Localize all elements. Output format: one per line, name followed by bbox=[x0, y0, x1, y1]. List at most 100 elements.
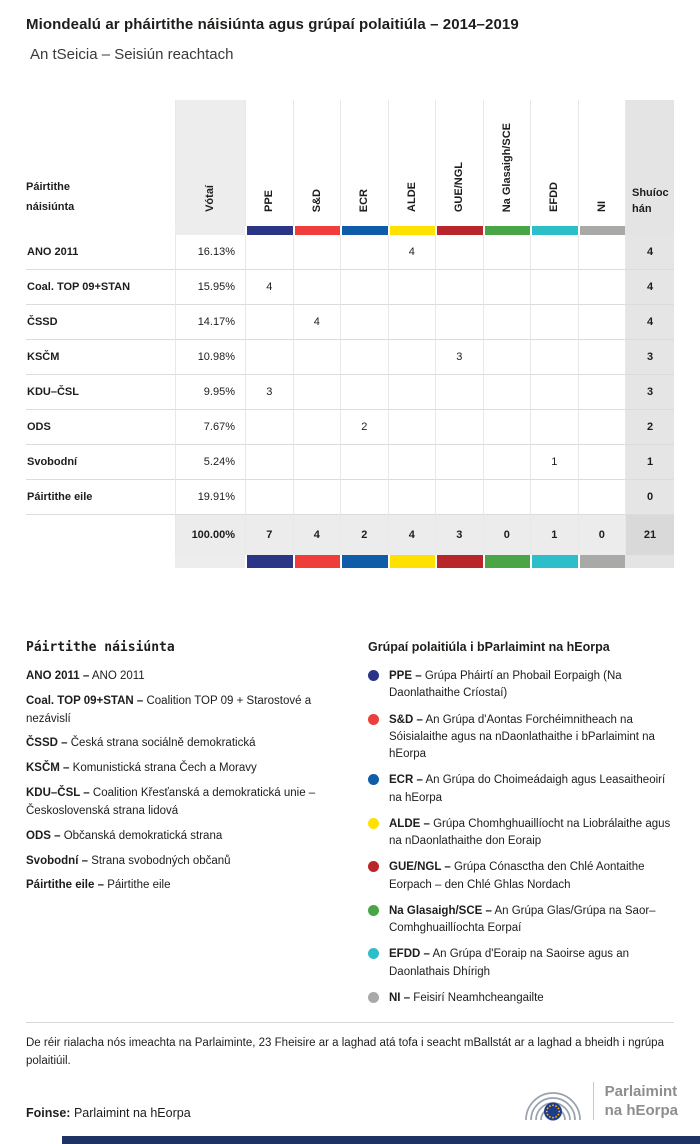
row-total-seats-cell: 4 bbox=[625, 235, 674, 270]
seat-count-cell bbox=[340, 375, 388, 410]
votes-bar-cell bbox=[175, 555, 245, 568]
group-legend-item: ECR – An Grúpa do Choimeádaigh agus Leas… bbox=[368, 772, 676, 807]
seat-count-cell bbox=[482, 445, 530, 480]
seat-count-cell: 4 bbox=[245, 270, 293, 305]
seat-count-cell: 2 bbox=[340, 410, 388, 445]
seat-count-cell: 3 bbox=[245, 375, 293, 410]
group-legend-item: GUE/NGL – Grúpa Cónasctha den Chlé Aonta… bbox=[368, 859, 676, 894]
seat-count-cell bbox=[387, 445, 435, 480]
group-header-ecr: ECR bbox=[340, 100, 388, 226]
seat-count-cell bbox=[530, 235, 578, 270]
group-header-guengl: GUE/NGL bbox=[435, 100, 483, 226]
seat-count-cell bbox=[340, 270, 388, 305]
total-group-cell: 4 bbox=[292, 515, 340, 555]
greens-color-bar bbox=[482, 226, 530, 235]
table-row: ANO 2011 16.13% 4 4 bbox=[26, 235, 674, 270]
table-header-row: Páirtithe náisiúnta Vótaí PPE S&D ECR AL… bbox=[26, 100, 674, 226]
seat-count-cell bbox=[292, 375, 340, 410]
seat-count-cell bbox=[387, 480, 435, 515]
seat-count-cell bbox=[387, 410, 435, 445]
seat-count-cell bbox=[435, 235, 483, 270]
row-total-seats-cell: 2 bbox=[625, 410, 674, 445]
seat-count-cell bbox=[435, 480, 483, 515]
group-color-bar-row bbox=[26, 226, 674, 235]
ecr-color-bar bbox=[340, 226, 388, 235]
votes-cell: 14.17% bbox=[175, 305, 245, 340]
alde-color-dot bbox=[368, 817, 379, 829]
total-group-cell: 1 bbox=[530, 515, 578, 555]
group-header-ppe: PPE bbox=[245, 100, 293, 226]
seat-count-cell bbox=[577, 235, 625, 270]
eu-flag-icon bbox=[543, 1102, 562, 1121]
seat-count-cell bbox=[292, 410, 340, 445]
seat-count-cell bbox=[292, 445, 340, 480]
party-legend-item: KSČM – Komunistická strana Čech a Moravy bbox=[26, 762, 257, 775]
seat-count-cell bbox=[387, 340, 435, 375]
total-group-cell: 3 bbox=[435, 515, 483, 555]
ppe-color-bar bbox=[245, 555, 293, 568]
logo-wordmark: Parlaimint na hEorpa bbox=[604, 1082, 678, 1120]
votes-bar-cell bbox=[175, 226, 245, 235]
efdd-color-bar bbox=[530, 555, 578, 568]
seat-count-cell bbox=[245, 305, 293, 340]
seat-count-cell bbox=[482, 410, 530, 445]
seat-count-cell bbox=[245, 445, 293, 480]
table-row: Svobodní 5.24% 1 1 bbox=[26, 445, 674, 480]
party-legend-item: Coal. TOP 09+STAN – Coalition TOP 09 + S… bbox=[26, 694, 312, 725]
group-legend-title: Grúpaí polaitiúla i bParlaimint na hEorp… bbox=[368, 640, 610, 654]
total-row: 100.00% 7 4 2 4 3 0 1 0 21 bbox=[26, 515, 674, 555]
spacer-cell bbox=[26, 555, 175, 568]
page-subtitle: An tSeicia – Seisiún reachtach bbox=[30, 46, 234, 63]
seat-count-cell bbox=[530, 305, 578, 340]
seat-count-cell bbox=[387, 270, 435, 305]
seat-count-cell bbox=[577, 270, 625, 305]
votes-cell: 16.13% bbox=[175, 235, 245, 270]
seat-count-cell: 3 bbox=[435, 340, 483, 375]
seat-count-cell bbox=[530, 480, 578, 515]
seat-count-cell bbox=[435, 305, 483, 340]
seat-count-cell: 4 bbox=[292, 305, 340, 340]
seat-count-cell bbox=[387, 305, 435, 340]
seats-bar-cell bbox=[625, 555, 674, 568]
seat-count-cell bbox=[577, 340, 625, 375]
table-row: KSČM 10.98% 3 3 bbox=[26, 340, 674, 375]
party-name-cell: ANO 2011 bbox=[26, 235, 175, 270]
group-legend-item: NI – Feisirí Neamhcheangailte bbox=[368, 990, 676, 1007]
total-votes-cell: 100.00% bbox=[175, 515, 245, 555]
row-total-seats-cell: 0 bbox=[625, 480, 674, 515]
party-legend-title: Páirtithe náisiúnta bbox=[26, 640, 175, 655]
seat-count-cell bbox=[340, 340, 388, 375]
alde-color-bar bbox=[387, 226, 435, 235]
group-color-bar-row-bottom bbox=[26, 555, 674, 568]
logo-divider bbox=[592, 1082, 594, 1120]
group-legend-item: ALDE – Grúpa Chomhghuaillíocht na Liobrá… bbox=[368, 816, 676, 851]
seat-count-cell bbox=[530, 375, 578, 410]
votes-cell: 9.95% bbox=[175, 375, 245, 410]
results-table: Páirtithe náisiúnta Vótaí PPE S&D ECR AL… bbox=[26, 100, 674, 568]
party-legend-item: KDU–ČSL – Coalition Křesťanská a demokra… bbox=[26, 787, 316, 817]
seat-count-cell bbox=[577, 305, 625, 340]
greens-color-bar bbox=[482, 555, 530, 568]
seat-count-cell bbox=[482, 480, 530, 515]
guengl-color-bar bbox=[435, 555, 483, 568]
seat-count-cell bbox=[530, 270, 578, 305]
seat-count-cell bbox=[292, 235, 340, 270]
seat-count-cell bbox=[435, 445, 483, 480]
total-group-cell: 4 bbox=[387, 515, 435, 555]
party-legend-item: ANO 2011 – ANO 2011 bbox=[26, 670, 145, 682]
votes-cell: 7.67% bbox=[175, 410, 245, 445]
seat-count-cell bbox=[435, 270, 483, 305]
source-label: Foinse: bbox=[26, 1106, 71, 1120]
seat-count-cell bbox=[530, 410, 578, 445]
sd-color-bar bbox=[292, 555, 340, 568]
group-header-ni: NI bbox=[577, 100, 625, 226]
corner-header-label: Páirtithe náisiúnta bbox=[26, 181, 75, 214]
party-legend-item: ČSSD – Česká strana sociálně demokratick… bbox=[26, 737, 256, 750]
seat-count-cell: 1 bbox=[530, 445, 578, 480]
seat-count-cell bbox=[577, 445, 625, 480]
seat-count-cell bbox=[482, 375, 530, 410]
table-row: Coal. TOP 09+STAN 15.95% 4 4 bbox=[26, 270, 674, 305]
seat-count-cell bbox=[530, 340, 578, 375]
total-group-cell: 7 bbox=[245, 515, 293, 555]
group-header-sd: S&D bbox=[292, 100, 340, 226]
